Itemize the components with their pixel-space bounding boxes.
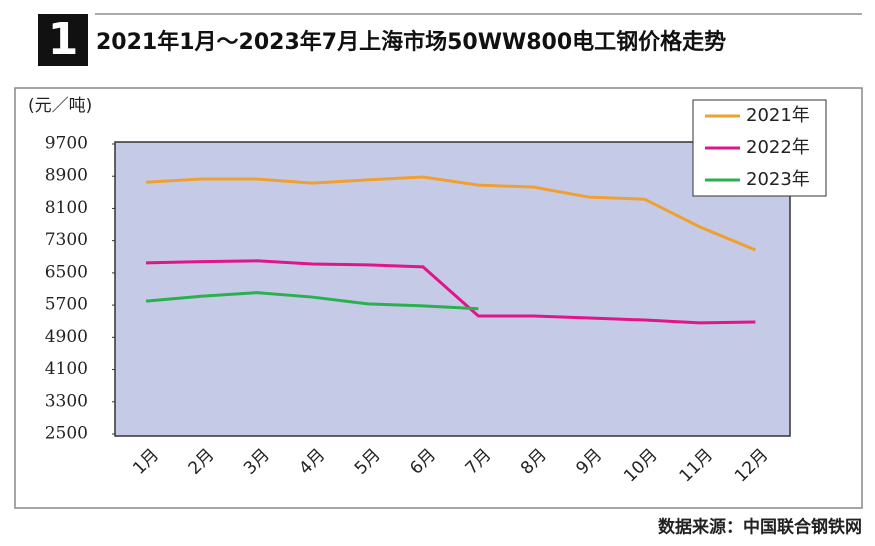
x-tick-label: 2月: [185, 445, 219, 479]
x-tick-label: 5月: [351, 445, 385, 479]
y-tick-label: 7300: [45, 230, 88, 250]
legend-label: 2022年: [746, 137, 810, 158]
series-line: [145, 291, 479, 311]
x-tick-label: 7月: [462, 445, 496, 479]
y-tick-label: 9700: [45, 134, 88, 154]
source: 数据来源：中国联合钢铁网: [658, 517, 862, 538]
x-tick-label: 12月: [731, 445, 772, 486]
x-tick-label: 6月: [406, 445, 440, 479]
y-tick-label: 3300: [45, 391, 88, 411]
series-line: [145, 175, 756, 252]
y-tick-label: 2500: [45, 424, 88, 444]
badge: 1: [48, 14, 79, 65]
x-tick-label: 10月: [620, 445, 661, 486]
y-tick-label: 4900: [45, 327, 88, 347]
y-tick-label: 4100: [45, 359, 88, 379]
y-tick-label: 8900: [45, 166, 88, 186]
y-tick-label: 8100: [45, 198, 88, 218]
x-tick-label: 11月: [676, 445, 717, 486]
legend-label: 2023年: [746, 169, 810, 190]
x-tick-label: 4月: [295, 445, 329, 479]
y-tick-label: 6500: [45, 262, 88, 282]
chart-title: 2021年1月～2023年7月上海市场50WW800电工钢价格走势: [96, 29, 726, 55]
plot-area: [114, 141, 791, 437]
frame: [14, 87, 863, 509]
y-tick-label: 5700: [45, 295, 88, 315]
legend-label: 2021年: [746, 105, 810, 126]
y-axis-label: (元／吨): [28, 96, 92, 116]
x-tick-label: 1月: [129, 445, 163, 479]
badge-box: [38, 14, 88, 66]
x-tick-label: 3月: [240, 445, 274, 479]
series-line: [145, 259, 756, 325]
x-tick-label: 8月: [517, 445, 551, 479]
x-tick-label: 9月: [572, 445, 606, 479]
